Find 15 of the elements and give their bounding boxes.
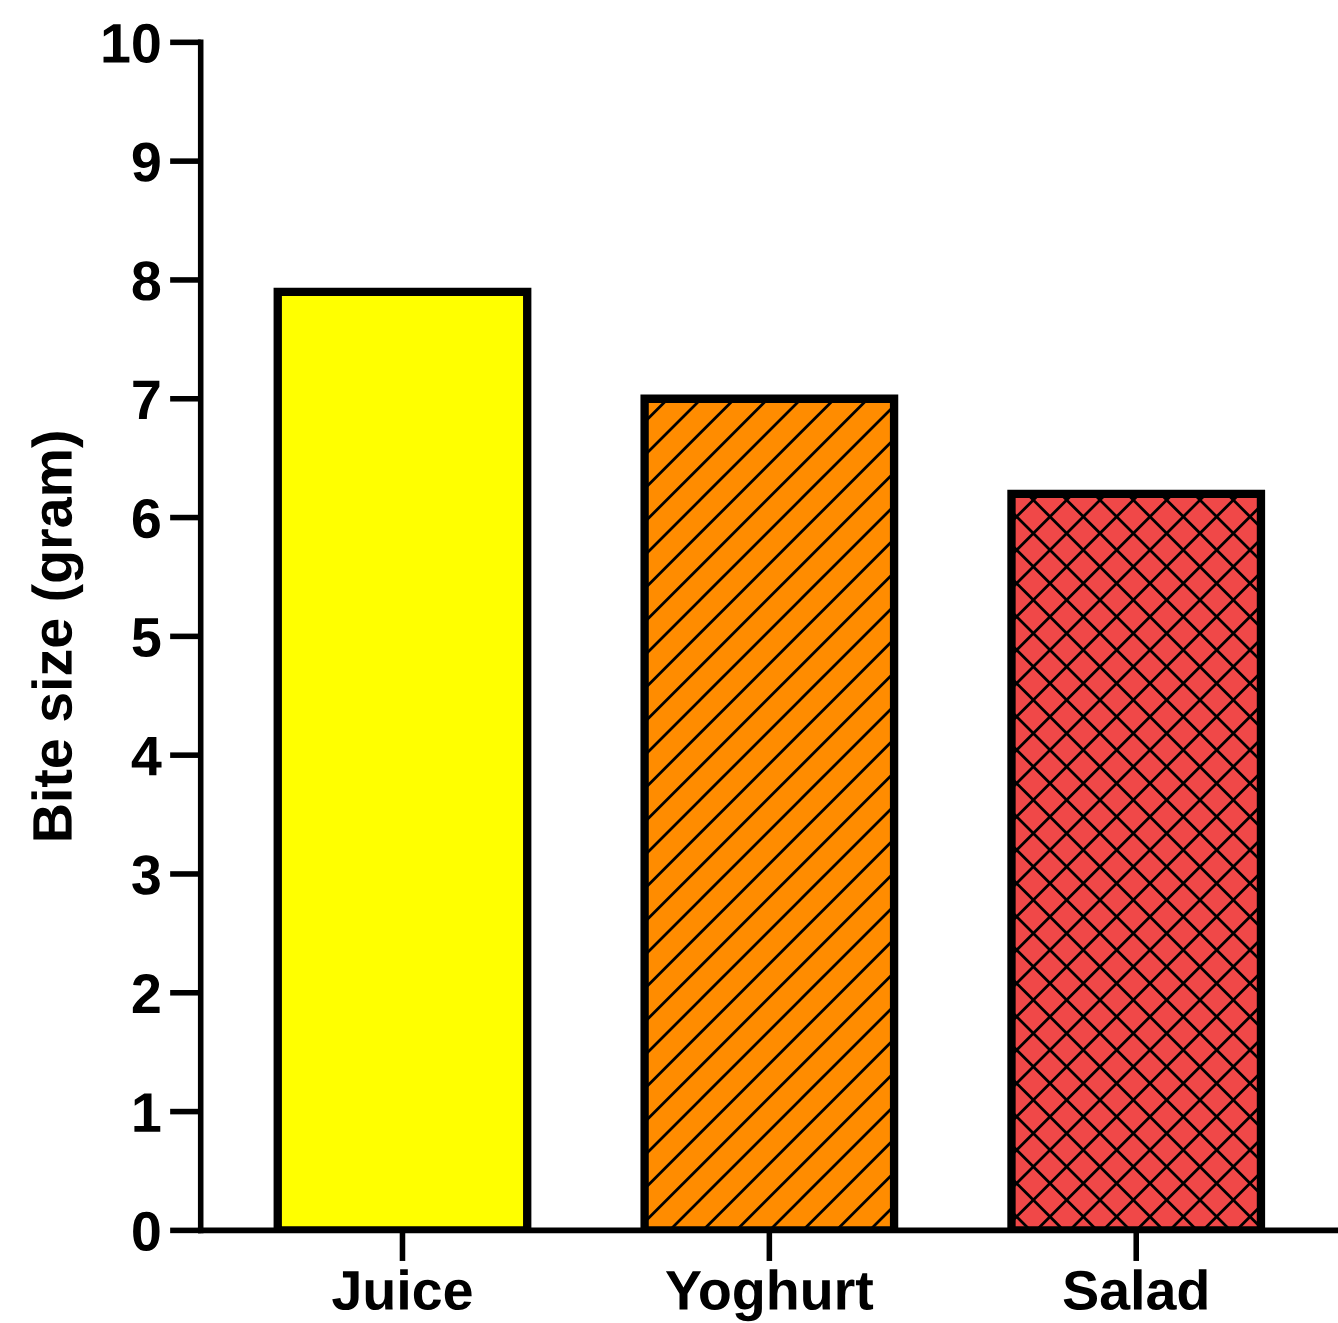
y-tick-label: 9 (132, 142, 160, 182)
y-tick-label: 1 (134, 1093, 161, 1132)
y-tick-label: 5 (132, 618, 161, 658)
y-tick-label: 2 (132, 974, 160, 1013)
y-tick-label: 6 (132, 498, 160, 539)
y-tick-label: 0 (133, 1211, 160, 1252)
x-tick-label: Yoghurt (665, 1269, 874, 1322)
y-axis-title: Bite size (gram) (31, 432, 84, 840)
y-tick-label: 4 (131, 737, 162, 776)
y-tick-label: 3 (132, 855, 160, 895)
x-tick-label: Salad (1063, 1269, 1207, 1311)
y-tick-label: 7 (133, 380, 160, 419)
y-tick-label: 10 (103, 23, 160, 64)
y-tick-label: 8 (132, 261, 161, 301)
x-tick-label: Juice (332, 1269, 472, 1311)
